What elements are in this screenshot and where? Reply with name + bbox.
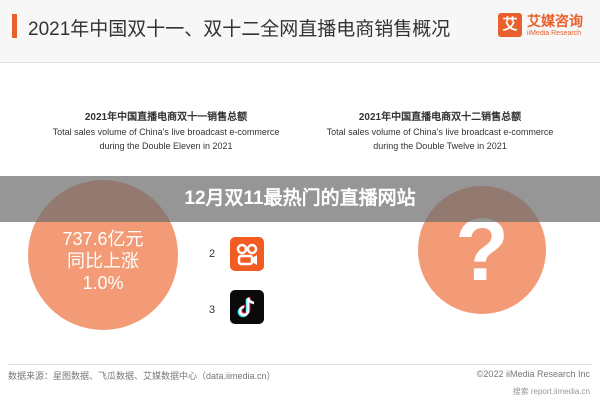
title-accent-bar (12, 14, 17, 38)
search-watermark: 搜索 report.iimedia.cn (512, 387, 590, 396)
report-header: 2021年中国双十一、双十二全网直播电商销售概况 艾 艾媒咨询 iiMedia … (0, 0, 600, 62)
right-panel-title-en-1: Total sales volume of China's live broad… (326, 127, 554, 137)
logo-subtitle: iiMedia Research (527, 30, 582, 37)
footer-divider (8, 364, 592, 365)
kuaishou-glyph (236, 243, 258, 266)
left-panel-title-en-2: during the Double Eleven in 2021 (99, 141, 233, 151)
logo-name: 艾媒咨询 (527, 13, 583, 29)
right-panel-heading: 2021年中国直播电商双十二销售总额 Total sales volume of… (290, 110, 590, 153)
left-panel-title-cn: 2021年中国直播电商双十一销售总额 (84, 112, 248, 123)
copyright-note: ©2022 iiMedia Research Inc (476, 369, 590, 379)
data-source-note: 数据来源：星图数据、飞瓜数据、艾媒数据中心（data.iimedia.cn） (8, 371, 276, 381)
rank-number-3: 3 (209, 304, 216, 316)
tiktok-icon (230, 290, 264, 324)
header-divider (0, 62, 600, 63)
right-panel-title-cn: 2021年中国直播电商双十二销售总额 (358, 112, 522, 123)
left-panel-title-en-1: Total sales volume of China's live broad… (52, 127, 280, 137)
banner-title: 12月双11最热门的直播网站 (184, 188, 416, 209)
left-panel-heading: 2021年中国直播电商双十一销售总额 Total sales volume of… (16, 110, 316, 153)
yoy-label: 同比上涨 (67, 251, 139, 271)
sales-total-label: 737.6亿元 (62, 229, 144, 249)
report-title: 2021年中国双十一、双十二全网直播电商销售概况 (28, 19, 451, 40)
right-panel-title-en-2: during the Double Twelve in 2021 (373, 141, 507, 151)
title-overlay-banner: 12月双11最热门的直播网站 (0, 176, 600, 222)
iimedia-logo-icon: 艾 (498, 13, 522, 37)
double-eleven-values: 737.6亿元 同比上涨 1.0% (28, 228, 178, 294)
tiktok-glyph (237, 297, 255, 318)
rank-number-2: 2 (209, 248, 216, 260)
yoy-growth-label: 1.0% (82, 273, 124, 293)
kuaishou-icon (230, 237, 264, 271)
